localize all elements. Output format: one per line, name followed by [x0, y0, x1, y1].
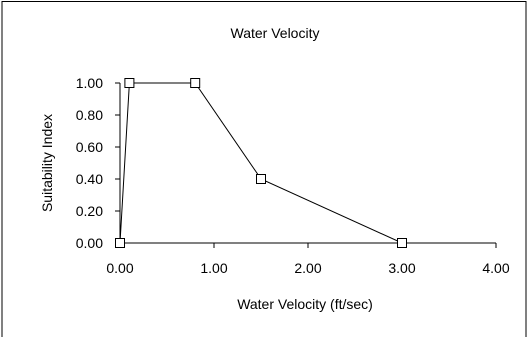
series	[119, 82, 496, 244]
x-tick-label: 2.00	[294, 260, 321, 276]
x-axis-label: Water Velocity (ft/sec)	[237, 296, 373, 312]
data-point-marker	[115, 238, 125, 248]
y-tick-label: 0.80	[76, 107, 103, 123]
x-tick-label: 4.00	[482, 260, 509, 276]
axes	[119, 83, 496, 244]
data-point-marker	[190, 78, 201, 88]
y-axis-label: Suitability Index	[39, 114, 55, 212]
y-tick-label: 0.20	[76, 203, 103, 219]
series-line	[119, 82, 496, 244]
data-point-marker	[397, 238, 407, 248]
y-tick-label: 1.00	[76, 75, 103, 91]
x-tick-label: 0.00	[106, 260, 133, 276]
x-tick-label: 1.00	[200, 260, 227, 276]
y-tick-label: 0.40	[76, 171, 103, 187]
markers	[115, 78, 407, 248]
ticks: 0.00 0.20 0.40 0.60 0.80 1.00 0.00 1.00 2.00 3.00…	[76, 75, 510, 276]
data-point-marker	[256, 174, 266, 184]
x-tick-label: 3.00	[388, 260, 415, 276]
chart-title: Water Velocity	[231, 25, 320, 41]
y-tick-label: 0.00	[76, 235, 103, 251]
y-tick-label: 0.60	[76, 139, 103, 155]
data-point-marker	[124, 78, 135, 88]
